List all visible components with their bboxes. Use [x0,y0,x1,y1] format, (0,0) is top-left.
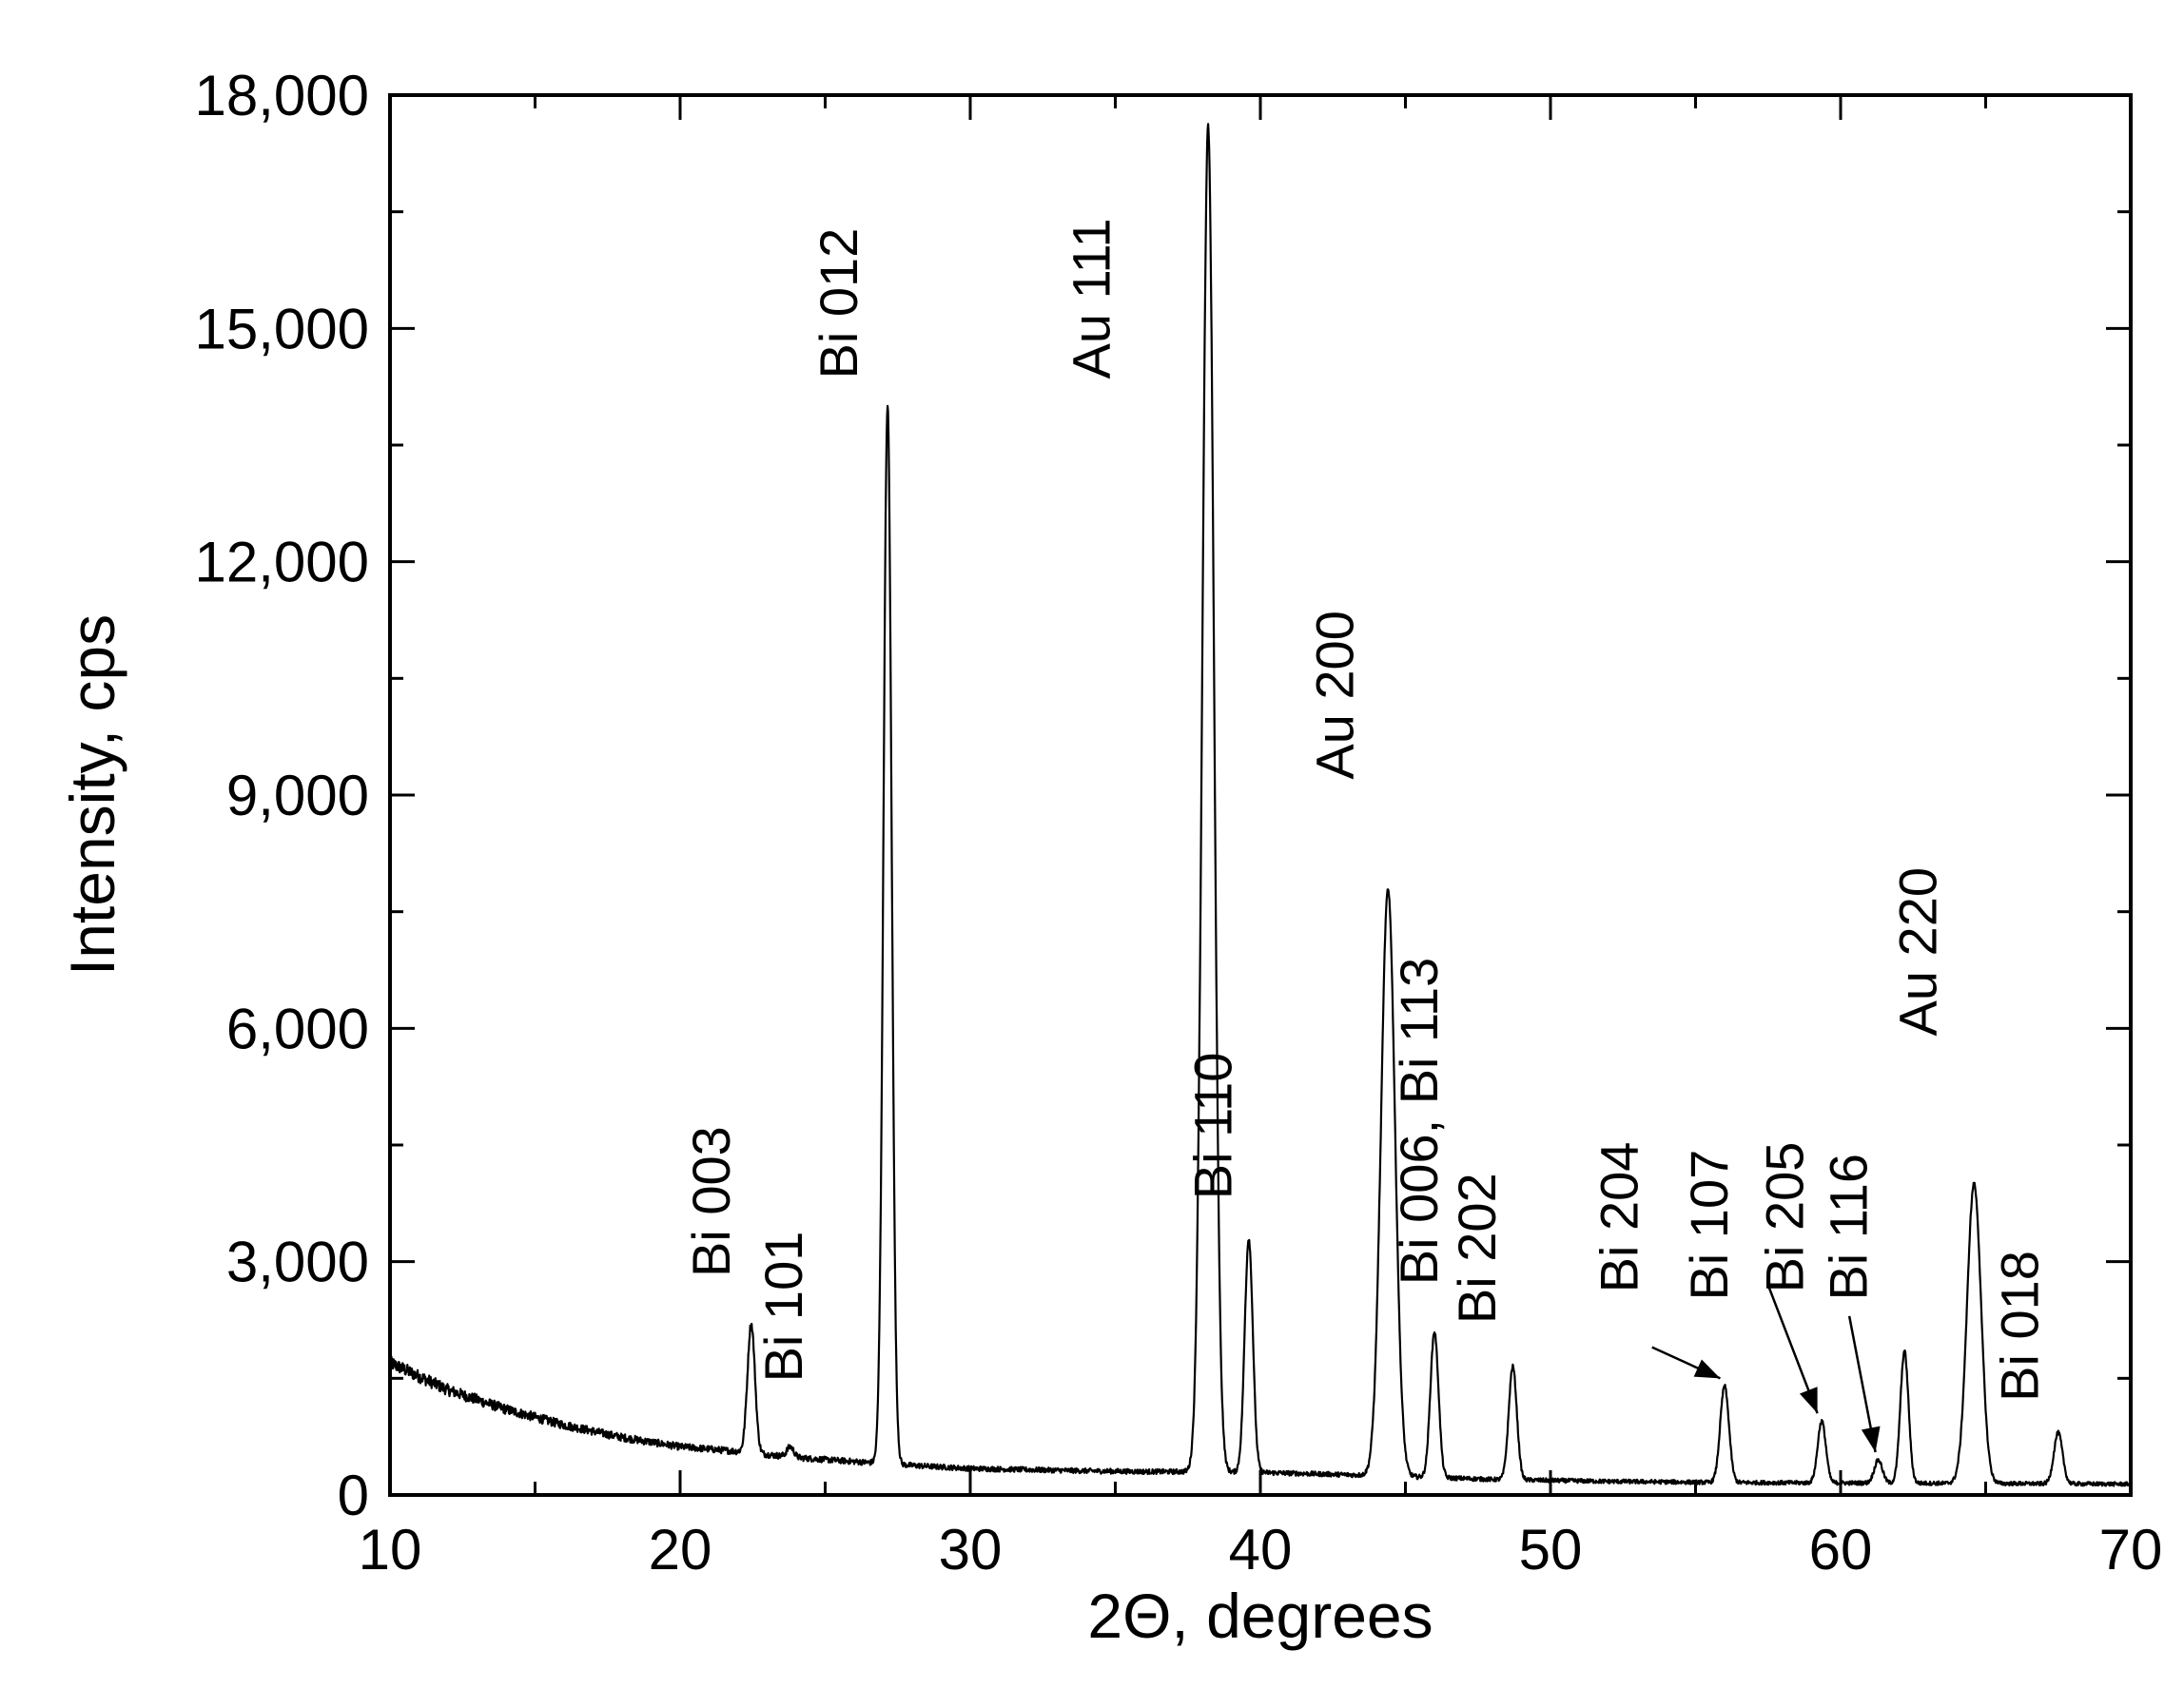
x-axis-title: 2Θ, degrees [1087,1581,1433,1651]
peak-label: Bi 018 [1989,1251,2049,1402]
peak-label: Bi 204 [1589,1142,1649,1293]
peak-label: Bi 101 [753,1232,813,1383]
peak-label: Au 111 [1061,218,1121,378]
peak-label: Bi 110 [1183,1053,1243,1200]
peak-arrows [1651,1284,1881,1453]
y-tick-label: 12,000 [194,531,369,594]
y-axis-title: Intensity, cps [57,614,127,976]
peak-label: Bi 116 [1818,1154,1878,1301]
peak-label: Bi 012 [809,228,868,379]
x-tick-label: 70 [2099,1518,2163,1582]
x-tick-label: 30 [939,1518,1003,1582]
diffraction-series-line [388,123,2133,1487]
peak-label: Bi 003 [681,1126,741,1277]
plot-frame [388,93,2133,1497]
x-axis-ticks: 10 20 30 40 50 60 70 [359,95,2163,1582]
y-axis-ticks: 0 3,000 6,000 9,000 12,000 15,000 18,000 [194,64,2131,1527]
y-tick-label: 3,000 [226,1231,369,1294]
y-tick-label: 18,000 [194,64,369,127]
y-tick-label: 6,000 [226,997,369,1060]
x-tick-label: 10 [359,1518,422,1582]
x-tick-label: 60 [1809,1518,1873,1582]
peak-label: Bi 107 [1679,1150,1739,1301]
peak-label: Au 200 [1305,611,1365,780]
y-tick-label: 0 [338,1464,369,1527]
x-tick-label: 20 [649,1518,712,1582]
peak-label: Au 220 [1888,867,1948,1037]
x-tick-label: 50 [1519,1518,1583,1582]
x-tick-label: 40 [1229,1518,1293,1582]
peak-label: Bi 205 [1754,1142,1814,1293]
peak-label: Bi 202 [1447,1173,1507,1324]
y-tick-label: 9,000 [226,764,369,827]
y-tick-label: 15,000 [194,297,369,360]
peak-label: Bi 006, Bi 113 [1389,958,1449,1286]
arrow-head [1861,1426,1881,1453]
arrow-head [1693,1359,1721,1379]
arrow-head [1799,1387,1818,1414]
